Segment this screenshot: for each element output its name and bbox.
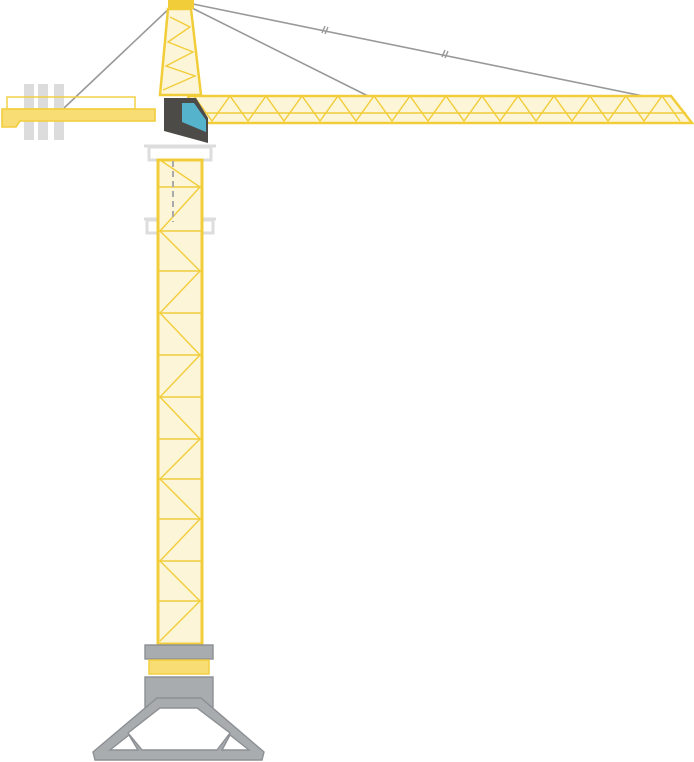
mast-lattice — [159, 159, 202, 642]
tower-mast — [156, 158, 204, 646]
platform-upper-frame — [147, 145, 213, 162]
tower-apex — [158, 0, 203, 97]
main-jib — [186, 94, 694, 125]
counter-jib — [1, 96, 156, 128]
counter-jib-beam — [1, 108, 156, 128]
base-frame — [92, 697, 265, 761]
crane-base — [92, 644, 265, 761]
base-yellow-section — [148, 659, 210, 675]
support-cables — [63, 2, 644, 109]
jib-inner-cable — [183, 3, 369, 97]
counter-jib-cable — [63, 3, 175, 109]
cab-window — [182, 103, 206, 132]
jib-outer-cable — [187, 2, 644, 97]
cable-tick-marks — [321, 25, 449, 59]
apex-lattice — [162, 16, 197, 91]
mast-cross-members — [158, 186, 202, 602]
apex-frame — [158, 7, 203, 97]
apex-cap — [168, 0, 194, 9]
jib-lattice — [193, 94, 681, 123]
base-collar — [144, 644, 214, 660]
operator-cab — [164, 98, 208, 143]
